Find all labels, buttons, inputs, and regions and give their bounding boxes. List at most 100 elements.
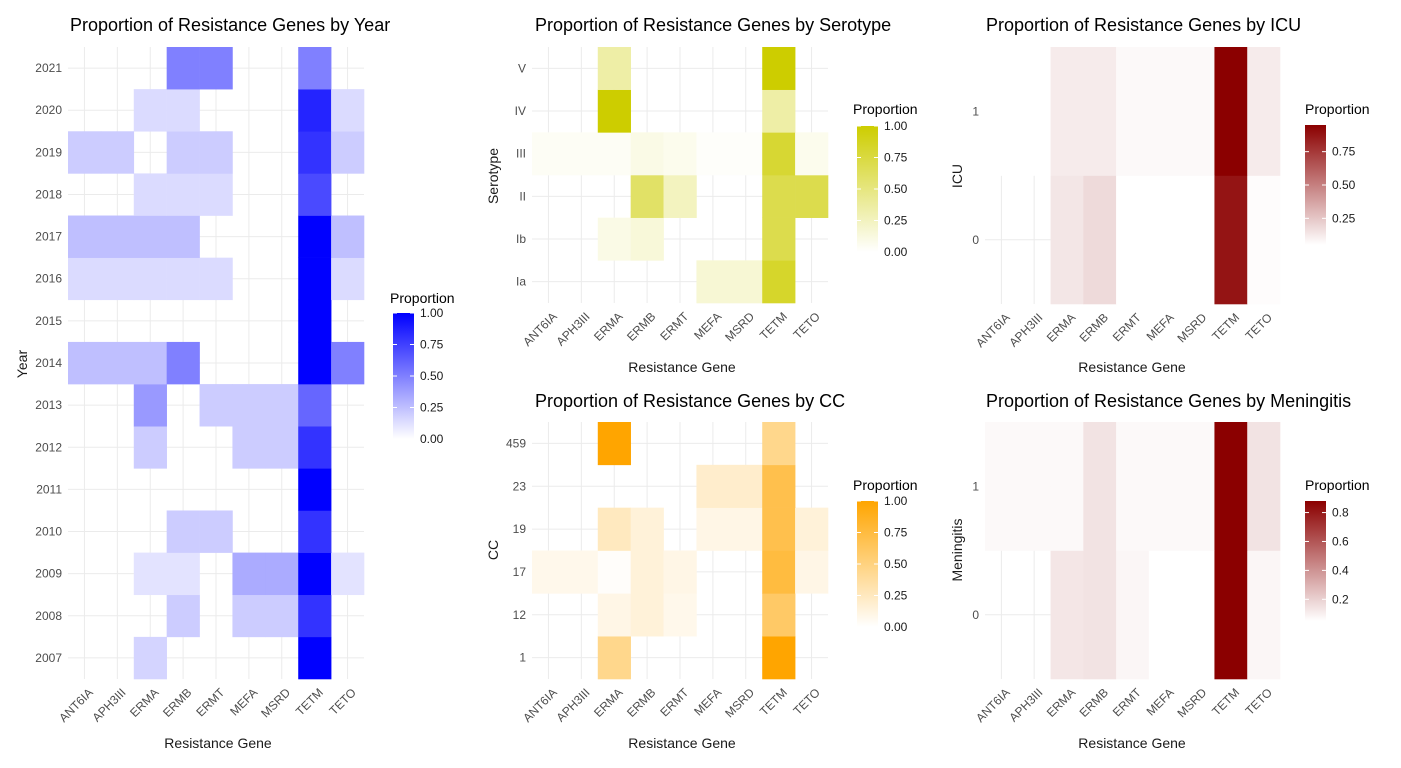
heatmap-cell: [1017, 422, 1051, 551]
legend-label: 0.50: [1332, 178, 1356, 192]
heatmap-cell: [1148, 175, 1182, 305]
y-tick-label: 1: [519, 651, 526, 665]
y-tick-label: III: [516, 147, 526, 161]
heatmap-cell: [199, 131, 233, 174]
heatmap-cell: [1050, 47, 1084, 176]
heatmap-cell: [265, 384, 299, 427]
x-tick-label: ERMT: [193, 685, 227, 719]
x-axis-title: Resistance Gene: [628, 359, 736, 375]
y-tick-label: 2019: [35, 145, 62, 159]
heatmap-cell: [762, 507, 796, 551]
x-tick-label: MSRD: [1175, 310, 1210, 345]
legend-colorbar: [857, 501, 878, 627]
x-tick-label: TETM: [757, 685, 790, 718]
heatmap-cell: [762, 175, 796, 218]
x-tick-label: APH3III: [90, 685, 129, 724]
heatmap-cell: [762, 593, 796, 637]
heatmap-cell: [795, 175, 829, 218]
heatmap-cell: [166, 257, 200, 301]
heatmap-cell: [1181, 47, 1215, 176]
heatmap-cell: [298, 131, 332, 174]
x-tick-label: ERMT: [657, 309, 691, 343]
heatmap-cell: [985, 47, 1019, 176]
heatmap-cell: [564, 550, 599, 594]
x-tick-label: MSRD: [722, 309, 757, 344]
y-tick-label: Ia: [516, 275, 526, 289]
legend-title: Proportion: [853, 477, 918, 493]
heatmap-cell: [663, 132, 697, 176]
heatmap-cell: [1083, 47, 1117, 176]
heatmap-cell: [630, 175, 664, 218]
heatmap-cell: [762, 550, 796, 594]
x-tick-label: MEFA: [1144, 310, 1177, 343]
legend-label: 0.50: [884, 182, 908, 196]
heatmap-cell: [597, 550, 631, 594]
heatmap-cell: [729, 260, 763, 304]
heatmap-cell: [597, 89, 631, 133]
heatmap-cell: [331, 131, 365, 174]
legend-title: Proportion: [390, 290, 455, 306]
heatmap-cell: [1116, 550, 1150, 680]
heatmap-cell: [232, 426, 266, 469]
heatmap-cell: [166, 89, 200, 132]
y-tick-label: 459: [506, 436, 526, 450]
heatmap-cell: [68, 215, 102, 258]
legend-label: 1.00: [884, 119, 908, 133]
y-tick-label: IV: [515, 104, 526, 118]
legend-label: 0.00: [884, 620, 908, 634]
legend-title: Proportion: [1305, 101, 1370, 117]
heatmap-cell: [729, 464, 763, 508]
heatmap-cell: [100, 257, 135, 301]
heatmap-cell: [133, 173, 167, 216]
heatmap-cell: [597, 636, 631, 680]
heatmap-cell: [1214, 422, 1248, 551]
heatmap-cell: [1083, 175, 1117, 305]
x-axis-title: Resistance Gene: [1078, 735, 1186, 751]
legend-label: 1.00: [884, 494, 908, 508]
heatmap-cell: [1181, 175, 1215, 305]
x-tick-label: ERMT: [657, 685, 691, 719]
legend-label: 0.2: [1332, 592, 1349, 606]
heatmap-cell: [564, 132, 599, 176]
y-tick-label: 2014: [35, 356, 62, 370]
heatmap-cell: [166, 510, 200, 553]
legend-label: 0.25: [884, 214, 908, 228]
x-axis-title: Resistance Gene: [628, 735, 736, 751]
heatmap-cell: [630, 550, 664, 594]
heatmap-cell: [1116, 175, 1150, 305]
heatmap-cell: [1116, 422, 1150, 551]
heatmap-cell: [597, 132, 631, 176]
x-tick-label: MEFA: [691, 309, 724, 342]
x-tick-label: MEFA: [1144, 685, 1177, 718]
y-tick-label: 2016: [35, 272, 62, 286]
heatmap-cell: [630, 507, 664, 551]
heatmap-cell: [630, 217, 664, 261]
heatmap-cell: [1050, 175, 1084, 305]
heatmap-cell: [166, 594, 200, 638]
heatmap-cell: [199, 510, 233, 553]
x-tick-label: ERMB: [160, 685, 194, 719]
heatmap-cell: [133, 384, 167, 427]
x-tick-label: APH3III: [1006, 685, 1045, 724]
heatmap-cell: [696, 464, 730, 508]
heatmap-cell: [762, 89, 796, 133]
y-tick-label: 0: [972, 608, 979, 622]
heatmap-cell: [68, 341, 102, 385]
heatmap-cell: [985, 422, 1019, 551]
heatmap-cell: [100, 215, 135, 258]
y-tick-label: 2010: [35, 525, 62, 539]
heatmap-cell: [199, 384, 233, 427]
x-tick-label: MSRD: [722, 685, 757, 720]
heatmap-cell: [298, 47, 332, 90]
heatmap-cell: [199, 173, 233, 216]
x-tick-label: ERMA: [591, 685, 625, 719]
heatmap-cell: [298, 426, 332, 469]
heatmap-cell: [232, 384, 266, 427]
x-tick-label: APH3III: [554, 685, 593, 724]
x-tick-label: ERMT: [1110, 685, 1144, 719]
heatmap-cell: [597, 593, 631, 637]
heatmap-cell: [762, 260, 796, 304]
x-tick-label: ANT6IA: [56, 685, 96, 725]
